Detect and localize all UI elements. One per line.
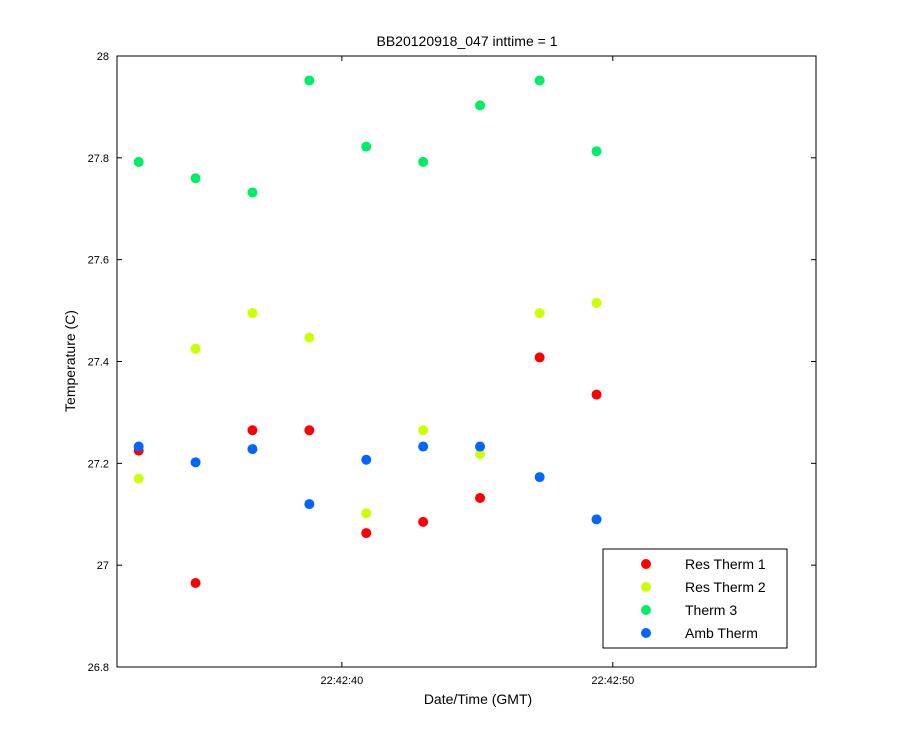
- y-tick-label: 26.8: [88, 662, 109, 674]
- data-point-series-0: [361, 528, 372, 539]
- data-point-series-3: [418, 441, 429, 452]
- chart-title: BB20120918_047 inttime = 1: [377, 33, 558, 49]
- legend-label: Res Therm 1: [685, 556, 766, 572]
- data-point-series-1: [534, 308, 545, 319]
- data-point-series-3: [534, 472, 545, 483]
- data-point-series-1: [361, 508, 372, 519]
- y-tick-label: 27.4: [88, 357, 109, 369]
- data-point-series-2: [133, 156, 144, 167]
- data-points: [133, 75, 602, 588]
- y-axis: 26.8 27 27.2 27.4 27.6 27.8 28: [88, 51, 816, 674]
- data-point-series-1: [247, 308, 258, 319]
- data-point-series-2: [418, 156, 429, 167]
- y-axis-label: Temperature (C): [62, 310, 78, 412]
- x-axis: 22:42:40 22:42:50: [320, 56, 634, 687]
- data-point-series-2: [591, 146, 602, 157]
- data-point-series-0: [591, 389, 602, 400]
- data-point-series-0: [475, 492, 486, 503]
- y-tick-label: 27.6: [88, 255, 109, 267]
- data-point-series-2: [475, 100, 486, 111]
- data-point-series-3: [247, 444, 258, 455]
- data-point-series-3: [133, 441, 144, 452]
- legend-label: Therm 3: [685, 602, 737, 618]
- data-point-series-0: [190, 577, 201, 588]
- data-point-series-1: [133, 473, 144, 484]
- data-point-series-2: [534, 75, 545, 86]
- data-point-series-1: [418, 425, 429, 436]
- data-point-series-0: [418, 516, 429, 527]
- legend-marker: [641, 582, 651, 592]
- y-tick-label: 27: [97, 560, 109, 572]
- data-point-series-2: [361, 141, 372, 152]
- y-tick-label: 28: [97, 51, 109, 63]
- x-tick-label: 22:42:50: [591, 675, 634, 687]
- data-point-series-0: [534, 352, 545, 363]
- legend-box: [602, 548, 788, 649]
- data-point-series-0: [247, 425, 258, 436]
- data-point-series-2: [247, 187, 258, 198]
- y-tick-label: 27.2: [88, 458, 109, 470]
- data-point-series-1: [591, 297, 602, 308]
- data-point-series-3: [304, 499, 315, 510]
- legend-label: Amb Therm: [685, 625, 758, 641]
- data-point-series-2: [304, 75, 315, 86]
- data-point-series-3: [190, 457, 201, 468]
- legend-marker: [641, 605, 651, 615]
- legend-marker: [641, 628, 651, 638]
- data-point-series-3: [475, 441, 486, 452]
- x-tick-label: 22:42:40: [320, 675, 363, 687]
- data-point-series-0: [304, 425, 315, 436]
- x-axis-label: Date/Time (GMT): [424, 691, 532, 707]
- legend-label: Res Therm 2: [685, 579, 766, 595]
- legend: Res Therm 1 Res Therm 2 Therm 3 Amb Therm: [602, 548, 788, 649]
- data-point-series-3: [591, 514, 602, 525]
- data-point-series-3: [361, 454, 372, 465]
- data-point-series-2: [190, 173, 201, 184]
- data-point-series-1: [475, 449, 486, 460]
- y-tick-label: 27.8: [88, 153, 109, 165]
- legend-marker: [641, 559, 651, 569]
- data-point-series-1: [190, 343, 201, 354]
- data-point-series-1: [304, 332, 315, 343]
